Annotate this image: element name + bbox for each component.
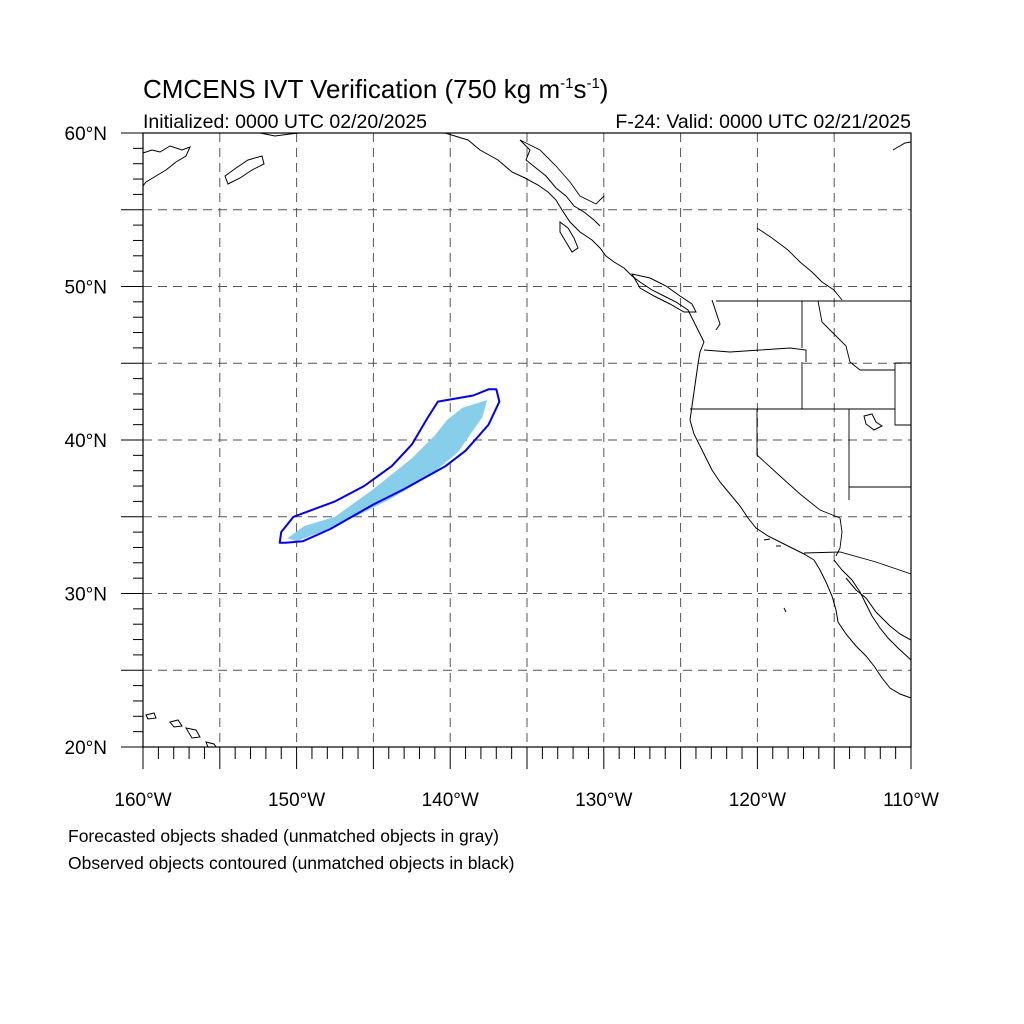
political-borders <box>519 139 912 575</box>
coastlines <box>142 132 912 748</box>
border-ca-nv <box>756 409 841 519</box>
coast-puget <box>711 299 721 331</box>
legend-note-forecast: Forecasted objects shaded (unmatched obj… <box>68 826 499 846</box>
coast-haida-gwaii <box>559 221 579 253</box>
title-middle: s <box>573 74 586 104</box>
map-frame <box>142 132 912 748</box>
lon-label: 120°W <box>729 790 786 811</box>
legend-note-observed: Observed objects contoured (unmatched ob… <box>68 853 515 873</box>
graticule <box>143 133 911 747</box>
title-sup-2: -1 <box>586 75 599 92</box>
coast-us-west <box>689 341 815 561</box>
title-suffix: ) <box>600 74 609 104</box>
coast-hawaii-1 <box>145 712 157 720</box>
chart-title: CMCENS IVT Verification (750 kg m-1s-1) <box>143 74 608 104</box>
forecast-object-shaded <box>287 400 488 542</box>
lat-label: 30°N <box>65 585 107 606</box>
lon-label: 140°W <box>422 790 479 811</box>
valid-time: F-24: Valid: 0000 UTC 02/21/2025 <box>615 111 911 133</box>
border-canada-alaska <box>519 139 605 205</box>
axis-ticks <box>121 132 912 769</box>
coast-gulf-california <box>833 559 912 661</box>
observed-object-contour <box>278 388 501 544</box>
coast-vancouver-island <box>631 273 697 313</box>
title-prefix: CMCENS IVT Verification (750 kg m <box>143 74 560 104</box>
axis-labels: 20°N 30°N 40°N 50°N 60°N 160°W 150°W 140°W 130°W… <box>65 124 939 811</box>
lon-label: 110°W <box>883 790 939 811</box>
coast-se-alaska <box>444 132 705 343</box>
coast-alaska-peninsula <box>142 145 191 187</box>
lat-label: 50°N <box>65 278 107 299</box>
coast-hawaii-3 <box>184 727 201 739</box>
border-wa-or <box>703 347 807 362</box>
coast-mainland-mexico <box>845 577 912 641</box>
lat-label: 20°N <box>65 738 107 759</box>
border-us-mexico <box>803 551 912 575</box>
title-sup-1: -1 <box>560 75 573 92</box>
border-wy <box>894 362 911 426</box>
border-colorado-river <box>835 517 843 557</box>
coast-hawaii-4 <box>205 741 217 748</box>
coast-alaska-islands <box>519 139 601 227</box>
coast-channel-islands <box>763 538 787 613</box>
lat-label: 60°N <box>65 124 107 145</box>
coast-hudson <box>892 141 912 151</box>
border-id-east <box>817 300 895 371</box>
lat-label: 40°N <box>65 431 107 452</box>
lon-label: 130°W <box>575 790 632 811</box>
border-bc-alberta <box>756 227 843 301</box>
init-time: Initialized: 0000 UTC 02/20/2025 <box>143 111 427 133</box>
coast-great-salt-lake <box>863 413 883 431</box>
coast-kodiak <box>224 155 265 185</box>
lon-label: 150°W <box>268 790 325 811</box>
coast-hawaii-2 <box>169 719 183 728</box>
lon-label: 160°W <box>114 790 171 811</box>
coast-baja <box>813 559 912 699</box>
